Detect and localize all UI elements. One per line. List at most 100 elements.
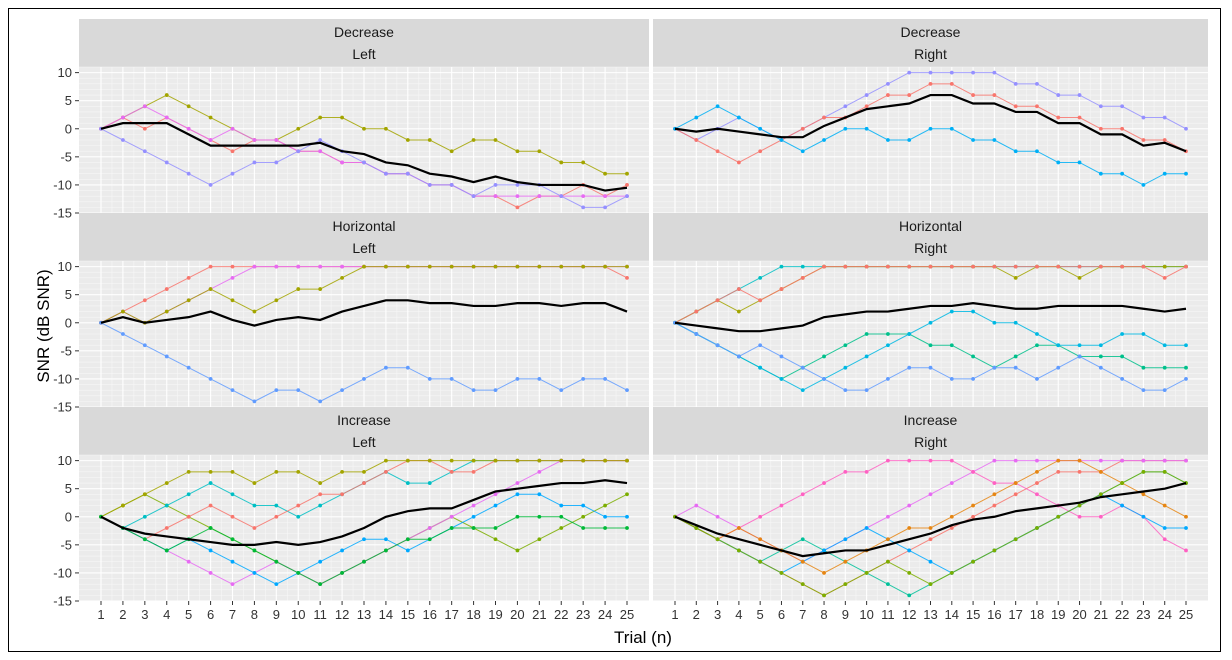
x-tick-label: 13	[923, 607, 937, 622]
data-point	[715, 149, 720, 154]
data-point	[164, 287, 169, 291]
data-point	[559, 526, 564, 530]
data-point	[208, 264, 213, 269]
data-point	[1035, 332, 1039, 336]
data-point	[208, 469, 213, 474]
data-point	[449, 149, 454, 154]
data-point	[296, 149, 301, 154]
data-point	[537, 469, 542, 474]
data-point	[1035, 343, 1039, 348]
data-point	[694, 115, 699, 120]
data-point	[1035, 481, 1039, 485]
data-point	[971, 377, 975, 381]
data-point	[1141, 183, 1146, 187]
strip-label-ear: Left	[352, 434, 375, 450]
data-point	[1184, 526, 1188, 530]
data-point	[405, 481, 410, 485]
data-point	[340, 264, 344, 269]
data-point	[907, 593, 912, 598]
data-point	[779, 503, 784, 508]
data-point	[493, 183, 498, 187]
data-point	[296, 503, 301, 508]
data-point	[362, 264, 366, 269]
data-point	[843, 126, 848, 131]
data-point	[1035, 149, 1039, 154]
data-point	[362, 160, 366, 165]
data-point	[142, 149, 147, 154]
data-point	[340, 469, 344, 474]
data-point	[515, 149, 520, 154]
data-point	[340, 115, 344, 120]
x-tick-label: 15	[966, 607, 980, 622]
data-point	[715, 104, 720, 109]
y-tick-label: -10	[53, 177, 72, 192]
data-point	[1184, 171, 1188, 176]
data-point	[928, 537, 933, 542]
data-point	[493, 388, 498, 393]
data-point	[164, 526, 169, 530]
data-point	[164, 309, 169, 314]
data-point	[992, 70, 997, 75]
data-point	[1098, 354, 1103, 359]
x-tick-label: 7	[799, 607, 806, 622]
data-point	[971, 559, 975, 564]
data-point	[603, 264, 607, 269]
data-point	[581, 514, 586, 519]
data-point	[736, 354, 741, 359]
data-point	[318, 287, 323, 291]
strip-label-ear: Left	[352, 46, 375, 62]
data-point	[949, 343, 954, 348]
data-point	[949, 377, 954, 381]
data-point	[1077, 115, 1082, 120]
data-point	[949, 309, 954, 314]
data-point	[843, 537, 848, 542]
x-tick-label: 3	[141, 607, 148, 622]
data-point	[822, 354, 826, 359]
data-point	[779, 287, 784, 291]
data-point	[1098, 469, 1103, 474]
data-point	[252, 548, 257, 553]
data-point	[928, 126, 933, 131]
data-point	[992, 458, 997, 463]
x-tick-label: 2	[693, 607, 700, 622]
data-point	[449, 469, 454, 474]
data-point	[603, 458, 607, 463]
data-point	[1035, 377, 1039, 381]
y-tick-label: -5	[60, 537, 72, 552]
data-point	[340, 388, 344, 393]
data-point	[515, 458, 520, 463]
data-point	[971, 503, 975, 508]
data-point	[164, 503, 169, 508]
data-point	[779, 264, 784, 269]
data-point	[274, 264, 279, 269]
data-point	[928, 264, 933, 269]
strip-label-ear: Right	[914, 434, 947, 450]
panel-decrease-right: Decrease Right	[653, 19, 1208, 214]
strip-label-direction: Decrease	[901, 24, 961, 40]
data-point	[822, 548, 826, 553]
data-point	[1184, 126, 1188, 131]
strip-background	[653, 19, 1208, 67]
data-point	[779, 377, 784, 381]
data-point	[971, 264, 975, 269]
mean-line	[100, 299, 628, 327]
data-point	[296, 388, 301, 393]
y-tick-label: -5	[60, 149, 72, 164]
x-tick-label: 8	[820, 607, 827, 622]
data-point	[274, 138, 279, 142]
data-point	[800, 492, 805, 497]
data-point	[1035, 469, 1039, 474]
data-point	[715, 514, 720, 519]
data-point	[928, 526, 933, 530]
data-point	[949, 264, 954, 269]
data-point	[864, 126, 869, 131]
data-point	[715, 298, 720, 303]
data-point	[274, 388, 279, 393]
data-point	[164, 115, 169, 120]
x-tick-label: 2	[119, 607, 126, 622]
data-point	[1098, 264, 1103, 269]
data-point	[758, 365, 763, 370]
data-point	[142, 492, 147, 497]
x-tick-label: 5	[757, 607, 764, 622]
